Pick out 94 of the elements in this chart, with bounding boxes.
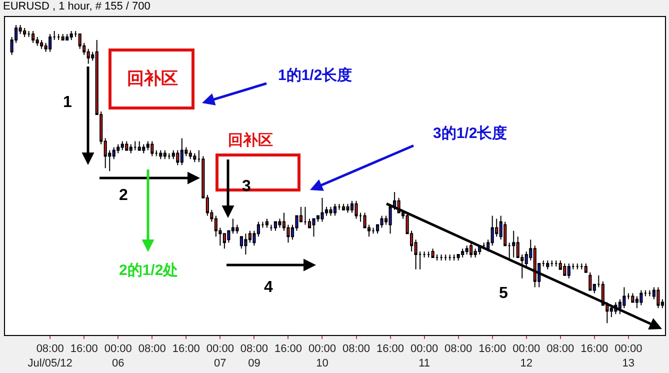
candlestick bbox=[52, 30, 56, 40]
candlestick bbox=[465, 245, 468, 256]
candlestick bbox=[48, 33, 52, 52]
candlestick bbox=[120, 140, 124, 151]
candlestick bbox=[66, 33, 69, 40]
candlestick bbox=[304, 206, 307, 226]
candlestick bbox=[134, 140, 137, 151]
annotation: 5 bbox=[499, 285, 508, 302]
candlestick bbox=[648, 290, 652, 297]
candlestick bbox=[580, 262, 584, 270]
candlestick bbox=[388, 206, 392, 234]
candlestick bbox=[188, 150, 192, 160]
x-tick-label: 08:00 bbox=[342, 343, 370, 356]
candlestick bbox=[180, 138, 184, 166]
x-tick-label: 16:00 bbox=[70, 343, 98, 356]
candlestick bbox=[392, 191, 396, 210]
annotation: 1 bbox=[63, 94, 72, 111]
candlestick bbox=[193, 152, 196, 163]
candlestick bbox=[427, 251, 430, 258]
candlestick bbox=[482, 242, 486, 250]
candlestick bbox=[320, 197, 324, 222]
candlestick bbox=[470, 242, 473, 258]
candlestick bbox=[163, 150, 166, 160]
candlestick bbox=[550, 260, 554, 267]
candlestick bbox=[346, 203, 350, 214]
candlestick bbox=[142, 144, 146, 154]
candlestick bbox=[546, 260, 550, 270]
candlestick bbox=[626, 292, 630, 300]
candlestick bbox=[270, 224, 273, 232]
candlestick bbox=[125, 140, 128, 151]
x-tick-label: 08:00 bbox=[546, 343, 574, 356]
candlestick bbox=[168, 152, 171, 160]
chart-title: EURUSD , 1 hour, # 155 / 700 bbox=[3, 0, 150, 13]
x-tick-label: 00:00 12 bbox=[512, 343, 540, 370]
candlestick bbox=[154, 150, 158, 157]
candlestick bbox=[312, 218, 316, 238]
x-tick-label: 16:00 bbox=[172, 343, 200, 356]
candlestick bbox=[576, 262, 579, 270]
x-tick-label: 08:00 bbox=[444, 343, 472, 356]
candlestick bbox=[640, 290, 643, 306]
candlestick bbox=[567, 262, 570, 279]
candlestick bbox=[372, 227, 375, 234]
candlestick bbox=[40, 39, 44, 50]
candlestick bbox=[452, 254, 456, 261]
x-tick-label: 16:00 bbox=[274, 343, 302, 356]
annotation: 2 bbox=[119, 187, 128, 204]
x-tick-label: 08:00 bbox=[138, 343, 166, 356]
candlestick bbox=[644, 290, 647, 297]
x-tick-label: 00:00 13 bbox=[614, 343, 642, 370]
candlestick bbox=[422, 251, 426, 258]
candlestick bbox=[329, 206, 332, 216]
candlestick bbox=[563, 262, 566, 276]
x-tick-label: 16:00 bbox=[580, 343, 608, 356]
candlestick bbox=[32, 30, 35, 44]
candlestick bbox=[274, 221, 278, 232]
candlestick bbox=[588, 272, 592, 291]
candlestick bbox=[159, 150, 162, 160]
candlestick bbox=[61, 33, 64, 40]
candlestick bbox=[448, 254, 452, 261]
annotation: 1的1/2长度 bbox=[278, 66, 352, 84]
annotation: 回补区 bbox=[228, 131, 273, 149]
candlestick bbox=[512, 230, 516, 258]
annotation: 4 bbox=[264, 279, 273, 296]
candlestick bbox=[265, 218, 268, 228]
candlestick bbox=[333, 203, 337, 216]
x-tick-label: 00:00 10 bbox=[308, 343, 336, 370]
candlestick bbox=[138, 140, 141, 151]
annotation: 回补区 bbox=[127, 69, 178, 88]
x-tick-label: 16:00 bbox=[376, 343, 404, 356]
candlestick bbox=[57, 33, 60, 40]
candlestick bbox=[542, 260, 545, 267]
x-tick-label: 00:00 06 bbox=[104, 343, 132, 370]
candlestick bbox=[74, 30, 78, 38]
candlestick bbox=[461, 248, 464, 258]
x-tick-label: 00:00 11 bbox=[410, 343, 438, 370]
candlestick bbox=[244, 233, 248, 256]
candlestick bbox=[440, 254, 443, 261]
x-tick-label: 00:00 07 bbox=[206, 343, 234, 370]
candlestick bbox=[23, 28, 26, 38]
x-tick-label: 08:00 09 bbox=[240, 343, 268, 370]
annotation: 3的1/2长度 bbox=[433, 124, 508, 142]
annotation: 2的1/2处 bbox=[119, 262, 178, 279]
candlestick bbox=[444, 254, 448, 261]
x-tick-label: 16:00 bbox=[478, 343, 506, 356]
candlestick bbox=[431, 248, 434, 258]
candlestick bbox=[584, 262, 588, 273]
x-tick-label: 08:00 Jul/05/12 bbox=[28, 343, 72, 370]
candlestick bbox=[150, 140, 154, 157]
candlestick bbox=[656, 286, 660, 309]
candlestick bbox=[354, 200, 358, 220]
candlestick bbox=[554, 260, 558, 267]
candlestick bbox=[70, 30, 73, 40]
candlestick bbox=[129, 144, 132, 154]
candlestick bbox=[342, 203, 346, 210]
